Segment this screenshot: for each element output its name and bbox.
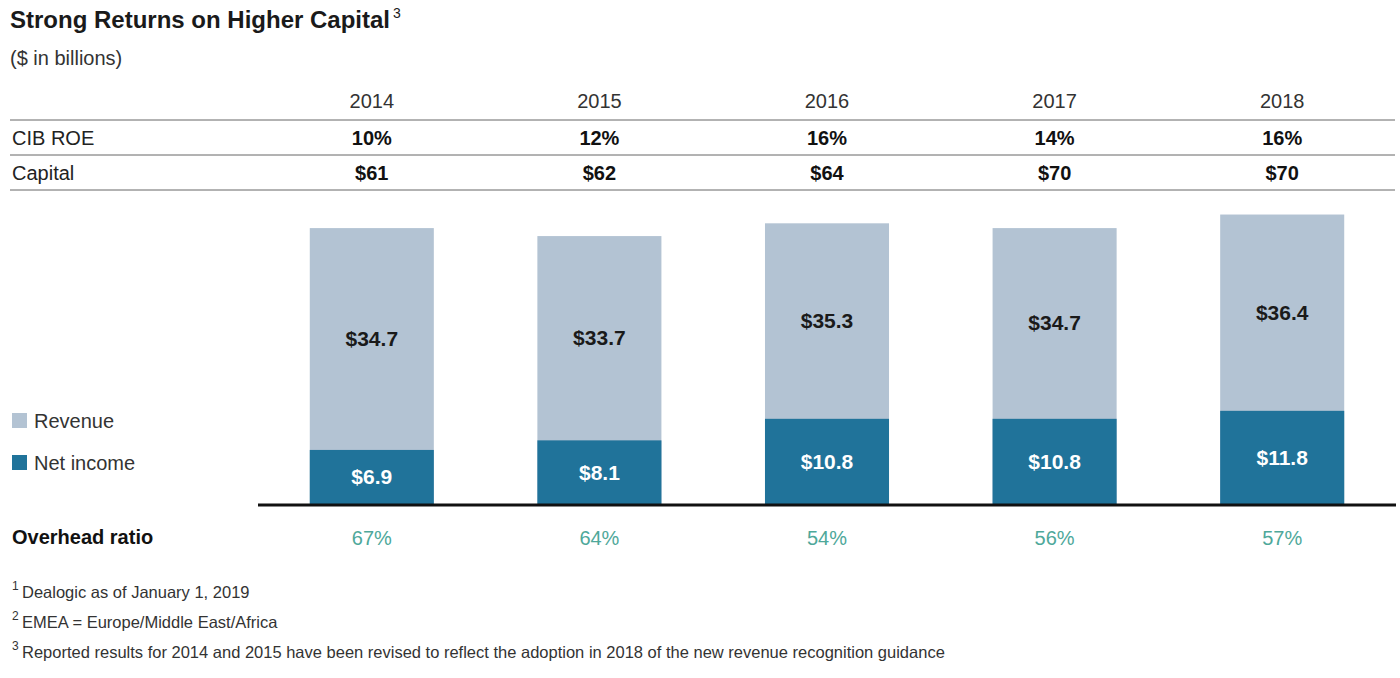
note-mark: 3 xyxy=(12,639,19,653)
bar xyxy=(765,223,889,505)
legend-swatch xyxy=(12,455,27,470)
row-value: 16% xyxy=(807,127,847,149)
data-label: $35.3 xyxy=(801,309,854,332)
table-rule xyxy=(10,120,1395,121)
note-mark: 2 xyxy=(12,609,19,623)
data-label: $34.7 xyxy=(346,327,399,350)
row-value: $70 xyxy=(1266,162,1299,184)
chart: Strong Returns on Higher Capital3($ in b… xyxy=(0,0,1400,678)
baseline xyxy=(258,504,1396,507)
bar xyxy=(1220,215,1344,505)
legend-label: Revenue xyxy=(34,410,114,432)
footer-label: Overhead ratio xyxy=(12,526,153,548)
row-value: 10% xyxy=(352,127,392,149)
row-label: Capital xyxy=(12,162,74,184)
bar xyxy=(310,450,434,505)
category-label: 2018 xyxy=(1260,90,1305,112)
bar xyxy=(1220,411,1344,505)
footer-value: 56% xyxy=(1035,527,1075,549)
bar xyxy=(537,236,661,505)
data-label: $34.7 xyxy=(1028,311,1081,334)
footer-value: 57% xyxy=(1262,527,1302,549)
data-label: $11.8 xyxy=(1256,446,1308,469)
data-label: $36.4 xyxy=(1256,301,1309,324)
data-label: $8.1 xyxy=(579,461,620,484)
note-mark: 1 xyxy=(12,579,19,593)
bar xyxy=(993,419,1117,505)
title: Strong Returns on Higher Capital3 xyxy=(10,5,401,33)
category-label: 2015 xyxy=(577,90,622,112)
bar xyxy=(765,419,889,505)
note-text: EMEA = Europe/Middle East/Africa xyxy=(22,613,278,631)
category-label: 2017 xyxy=(1032,90,1077,112)
data-label: $6.9 xyxy=(351,465,392,488)
row-value: 12% xyxy=(579,127,619,149)
data-label: $10.8 xyxy=(801,450,854,473)
footer-value: 67% xyxy=(352,527,392,549)
data-labels: $34.7 $33.7 $35.3 $34.7 $36.4 $6.9 $8.1 $10.8 $1… xyxy=(346,301,1309,489)
data-label: $10.8 xyxy=(1028,450,1081,473)
row-label: CIB ROE xyxy=(12,127,94,149)
row-value: $61 xyxy=(355,162,388,184)
bar xyxy=(993,228,1117,505)
bar xyxy=(310,228,434,505)
data-label: $33.7 xyxy=(573,326,626,349)
category-label: 2016 xyxy=(805,90,850,112)
note-text: Reported results for 2014 and 2015 have … xyxy=(22,643,945,661)
bars xyxy=(310,215,1344,505)
footer-value: 64% xyxy=(579,527,619,549)
bar xyxy=(537,440,661,505)
note-text: Dealogic as of January 1, 2019 xyxy=(22,583,249,601)
row-value: 16% xyxy=(1262,127,1302,149)
row-value: 14% xyxy=(1035,127,1075,149)
title-text: Strong Returns on Higher Capital xyxy=(10,6,390,33)
title-note: 3 xyxy=(393,5,401,21)
footer-value: 54% xyxy=(807,527,847,549)
row-value: $62 xyxy=(583,162,616,184)
legend-swatch xyxy=(12,413,27,428)
table-rule xyxy=(10,155,1395,156)
legend-label: Net income xyxy=(34,452,135,474)
category-label: 2014 xyxy=(350,90,395,112)
row-value: $70 xyxy=(1038,162,1071,184)
subtitle: ($ in billions) xyxy=(10,47,122,69)
row-value: $64 xyxy=(810,162,844,184)
table-rule xyxy=(10,190,1395,191)
